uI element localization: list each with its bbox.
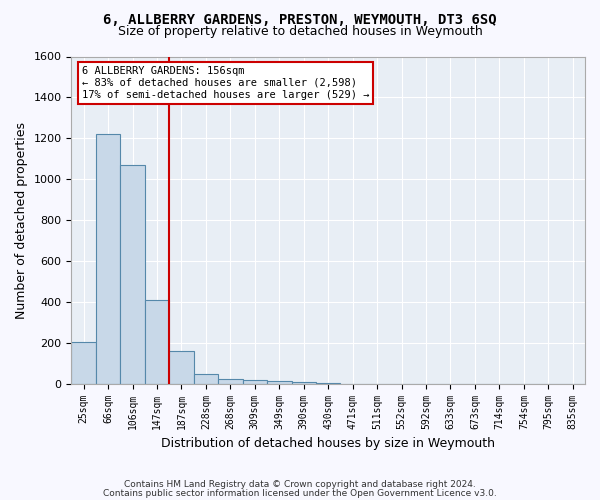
Text: 6, ALLBERRY GARDENS, PRESTON, WEYMOUTH, DT3 6SQ: 6, ALLBERRY GARDENS, PRESTON, WEYMOUTH, … [103, 12, 497, 26]
Bar [169, 351, 194, 384]
Bar [71, 342, 96, 384]
Bar [145, 300, 169, 384]
Bar [316, 382, 340, 384]
Bar [96, 134, 121, 384]
Bar [242, 380, 267, 384]
Bar [267, 380, 292, 384]
Bar [218, 378, 242, 384]
X-axis label: Distribution of detached houses by size in Weymouth: Distribution of detached houses by size … [161, 437, 495, 450]
Bar [292, 382, 316, 384]
Text: Size of property relative to detached houses in Weymouth: Size of property relative to detached ho… [118, 25, 482, 38]
Text: Contains public sector information licensed under the Open Government Licence v3: Contains public sector information licen… [103, 488, 497, 498]
Bar [194, 374, 218, 384]
Bar [121, 165, 145, 384]
Y-axis label: Number of detached properties: Number of detached properties [15, 122, 28, 318]
Text: Contains HM Land Registry data © Crown copyright and database right 2024.: Contains HM Land Registry data © Crown c… [124, 480, 476, 489]
Text: 6 ALLBERRY GARDENS: 156sqm
← 83% of detached houses are smaller (2,598)
17% of s: 6 ALLBERRY GARDENS: 156sqm ← 83% of deta… [82, 66, 369, 100]
